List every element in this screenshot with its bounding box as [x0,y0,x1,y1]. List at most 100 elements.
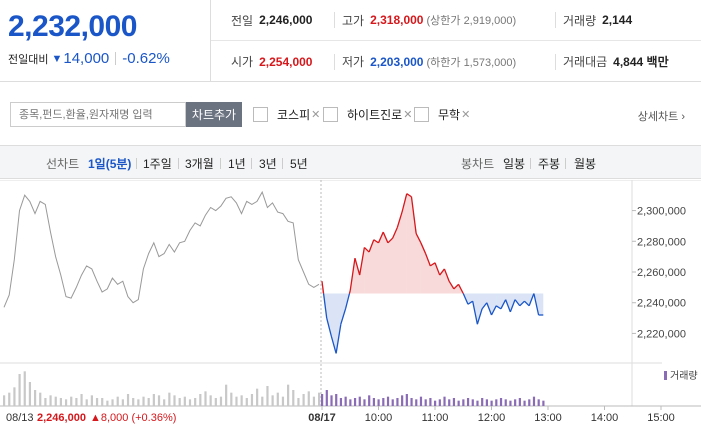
volume-bar-prev [49,395,52,406]
volume-bar-today [410,398,413,406]
current-price: 2,232,000 [8,10,137,43]
x-tick-label: 08/17 [308,412,336,424]
period-3year[interactable]: 3년 [259,157,277,171]
volume-bar-prev [85,399,88,406]
down-area [524,293,530,306]
remove-icon[interactable]: ✕ [461,109,471,121]
remove-icon[interactable]: ✕ [311,109,321,121]
up-segment [392,227,398,239]
y-tick-label: 2,260,000 [637,267,686,279]
checkbox[interactable] [253,107,268,122]
up-area [435,262,440,294]
down-segment [476,308,483,325]
volume-bar-prev [3,395,6,406]
low-value: 2,203,000 [370,54,424,69]
up-segment [368,239,375,253]
period-1week[interactable]: 1주일 [143,157,172,171]
volume-bar-today [344,396,347,406]
up-segment [406,193,412,198]
volume-bar-today [353,398,357,406]
amount-label: 거래대금 [563,55,608,69]
down-segment [467,300,474,305]
volume-bar-prev [281,396,285,406]
volume-bar-prev [250,394,254,406]
open-value: 2,254,000 [259,54,313,69]
up-area [373,239,379,294]
search-input[interactable] [10,102,186,127]
compare-item-muhak[interactable]: 무학 ✕ [414,106,470,123]
volume-bar-prev [111,399,114,406]
remove-icon[interactable]: ✕ [403,109,413,121]
checkbox[interactable] [323,107,338,122]
checkbox[interactable] [414,107,429,122]
up-area [430,262,436,294]
candle-monthly[interactable]: 월봉 [574,157,597,171]
prev-close-label: 전일 [231,13,254,28]
volume-bar-today [537,399,540,406]
divider [282,158,283,169]
volume-bar-prev [54,396,57,406]
up-area [420,242,426,294]
up-area [387,238,393,294]
period-1year[interactable]: 1년 [228,157,246,171]
up-area [392,227,398,294]
period-3month[interactable]: 3개월 [185,157,214,171]
up-segment [424,253,431,267]
down-segment [509,299,516,313]
compare-item-hitejinro[interactable]: 하이트진로 ✕ [323,106,412,123]
down-segment [514,299,521,307]
down-area [500,293,506,309]
down-segment [519,300,525,307]
add-chart-button[interactable]: 차트추가 [186,102,242,127]
high-label: 고가 [342,13,365,28]
volume-bar-prev [173,395,176,406]
change-row: 전일대비 ▼ 14,000 -0.62% [8,50,170,67]
volume-bar-prev [256,388,259,406]
volume-bar-prev [23,371,26,406]
down-segment [528,293,535,307]
volume-bar-today [335,394,338,406]
detail-chart-link[interactable]: 상세차트 › [637,111,685,123]
volume-bar-prev [121,399,124,406]
volume-bar-prev [8,392,11,406]
volume-bar-today [438,399,441,406]
x-tick-label: 15:00 [647,412,675,424]
volume-bar-prev [235,396,238,406]
volume-legend-label: 거래량 [670,370,698,382]
up-segment [363,246,370,253]
up-segment [415,233,422,244]
x-tick-label: 10:00 [365,412,393,424]
up-segment [457,283,464,294]
down-segment [500,299,507,310]
volume-bar-prev [230,392,233,406]
volume-bar-today [476,400,479,406]
y-tick-label: 2,220,000 [637,328,686,340]
period-1day[interactable]: 1일(5분) [88,157,132,171]
volume-label: 거래량 [563,13,597,28]
down-area [477,293,483,325]
period-5year[interactable]: 5년 [290,157,308,171]
x-tick-label: 14:00 [591,412,619,424]
volume-bar-today [401,395,404,406]
volume-bar-prev [266,386,269,406]
volume-bar-today [358,396,361,406]
up-area [397,212,403,294]
volume-bar-prev [163,399,166,406]
candle-weekly[interactable]: 주봉 [538,157,561,171]
down-segment [340,308,347,325]
compare-item-kospi[interactable]: 코스피 ✕ [253,106,320,123]
volume-bar-prev [240,395,243,406]
volume-bar-prev [101,398,104,406]
down-triangle-icon: ▼ [51,52,63,65]
volume-bar-today [330,395,333,406]
volume-bar-today [321,394,324,406]
volume-bar-today [415,399,418,406]
up-segment [387,237,394,244]
volume-bar-prev [126,394,130,406]
up-segment [429,262,436,267]
period-bar: 선차트 1일(5분) 1주일 3개월 1년 3년 5년 봉차트 일봉 주봉 월봉 [0,146,701,179]
candle-daily[interactable]: 일봉 [503,157,526,171]
volume-bar-prev [70,396,73,406]
intraday-price-chart: 거래량 2,300,000 2,280,000 2,260,000 2,240,000… [0,180,701,446]
volume-bar-today [339,398,343,406]
